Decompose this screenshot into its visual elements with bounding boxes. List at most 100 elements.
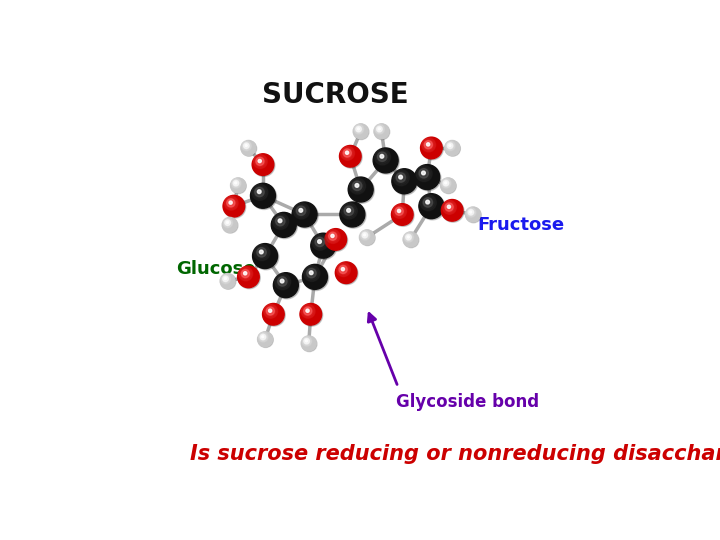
Circle shape: [240, 268, 251, 280]
Circle shape: [256, 157, 264, 166]
Circle shape: [229, 201, 233, 204]
Circle shape: [252, 154, 274, 176]
Circle shape: [325, 230, 348, 251]
Circle shape: [447, 143, 453, 149]
Circle shape: [235, 182, 237, 184]
Circle shape: [444, 180, 449, 186]
Circle shape: [304, 339, 310, 344]
Circle shape: [222, 218, 238, 233]
Circle shape: [310, 271, 313, 275]
Circle shape: [238, 267, 261, 289]
Circle shape: [396, 173, 406, 183]
Circle shape: [392, 205, 407, 219]
Circle shape: [340, 202, 365, 227]
Circle shape: [278, 276, 287, 286]
Circle shape: [447, 205, 451, 208]
Circle shape: [467, 208, 475, 217]
Circle shape: [254, 245, 270, 261]
Circle shape: [405, 233, 413, 241]
Circle shape: [357, 128, 359, 130]
Circle shape: [339, 266, 348, 274]
Circle shape: [341, 267, 344, 271]
Circle shape: [373, 148, 398, 173]
Circle shape: [426, 200, 430, 204]
Circle shape: [325, 228, 346, 250]
Circle shape: [445, 141, 460, 156]
Circle shape: [423, 198, 433, 207]
Circle shape: [259, 250, 264, 254]
Circle shape: [415, 165, 441, 191]
Circle shape: [258, 332, 273, 347]
Circle shape: [231, 178, 246, 194]
Circle shape: [347, 208, 351, 212]
Circle shape: [266, 307, 274, 315]
Circle shape: [468, 210, 474, 215]
Circle shape: [445, 182, 447, 184]
Circle shape: [251, 183, 276, 208]
Circle shape: [311, 233, 336, 258]
Circle shape: [222, 276, 228, 282]
Circle shape: [349, 178, 366, 194]
Circle shape: [256, 246, 269, 259]
Circle shape: [272, 213, 297, 239]
Text: Glycoside bond: Glycoside bond: [396, 393, 539, 410]
Circle shape: [377, 126, 382, 132]
Circle shape: [223, 218, 233, 228]
Circle shape: [304, 265, 320, 281]
Circle shape: [420, 194, 436, 211]
Circle shape: [415, 165, 440, 190]
Circle shape: [395, 171, 408, 184]
Circle shape: [293, 203, 310, 219]
Circle shape: [444, 201, 455, 213]
Circle shape: [419, 168, 428, 178]
Circle shape: [441, 178, 456, 193]
Circle shape: [243, 272, 247, 275]
Text: Is sucrose reducing or nonreducing disaccharide?: Is sucrose reducing or nonreducing disac…: [190, 444, 720, 464]
Circle shape: [243, 143, 249, 148]
Circle shape: [395, 207, 403, 215]
Circle shape: [257, 247, 266, 257]
Circle shape: [336, 262, 357, 284]
Circle shape: [301, 304, 315, 318]
Circle shape: [361, 231, 369, 239]
Circle shape: [344, 206, 354, 215]
Circle shape: [343, 149, 351, 157]
Circle shape: [445, 203, 454, 211]
Circle shape: [241, 269, 250, 278]
Circle shape: [342, 147, 354, 159]
Circle shape: [392, 169, 417, 194]
Circle shape: [441, 199, 463, 221]
Circle shape: [241, 140, 256, 156]
Circle shape: [445, 203, 454, 212]
Circle shape: [222, 218, 237, 232]
Circle shape: [378, 152, 387, 162]
Circle shape: [253, 244, 279, 270]
Circle shape: [224, 219, 232, 227]
Circle shape: [255, 187, 265, 197]
Circle shape: [340, 146, 362, 168]
Circle shape: [406, 234, 412, 240]
Circle shape: [303, 265, 328, 291]
Circle shape: [360, 231, 370, 240]
Circle shape: [266, 307, 275, 315]
Circle shape: [221, 274, 230, 284]
Circle shape: [359, 230, 374, 245]
Circle shape: [239, 267, 253, 281]
Circle shape: [241, 269, 250, 278]
Circle shape: [220, 274, 235, 288]
Circle shape: [258, 332, 268, 342]
Circle shape: [392, 204, 414, 226]
Circle shape: [307, 268, 316, 278]
Circle shape: [403, 232, 418, 247]
Circle shape: [441, 178, 456, 194]
Circle shape: [449, 144, 451, 147]
Circle shape: [278, 277, 287, 287]
Circle shape: [315, 237, 325, 247]
Circle shape: [224, 278, 227, 280]
Circle shape: [349, 178, 374, 203]
Circle shape: [469, 211, 472, 213]
Circle shape: [442, 200, 464, 222]
Circle shape: [260, 334, 266, 340]
Circle shape: [243, 142, 251, 150]
Circle shape: [257, 248, 267, 258]
